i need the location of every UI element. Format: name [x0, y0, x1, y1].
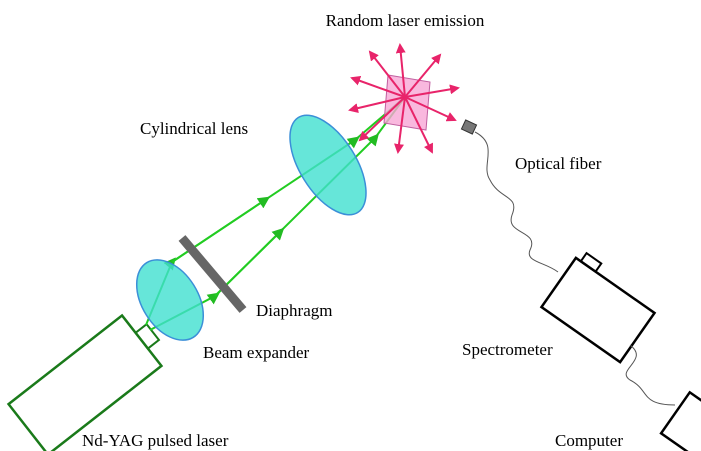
computer-label: Computer: [555, 431, 623, 450]
fiber-label: Optical fiber: [515, 154, 602, 173]
diaphragm-label: Diaphragm: [256, 301, 332, 320]
laser: [6, 313, 164, 451]
computer: [659, 390, 701, 451]
diaphragm: [178, 235, 247, 313]
beam-expander: [135, 259, 205, 341]
emission-label: Random laser emission: [326, 11, 485, 30]
spectrometer: [539, 251, 657, 364]
cylindrical-lens: [289, 114, 367, 216]
optical-fiber: [474, 131, 559, 273]
cable: [625, 344, 676, 406]
spectrometer-label: Spectrometer: [462, 340, 553, 359]
fiber-connector: [460, 119, 478, 135]
lens-label: Cylindrical lens: [140, 119, 248, 138]
expander-label: Beam expander: [203, 343, 310, 362]
emission-arrows: [348, 43, 460, 154]
laser-label: Nd-YAG pulsed laser: [82, 431, 229, 450]
